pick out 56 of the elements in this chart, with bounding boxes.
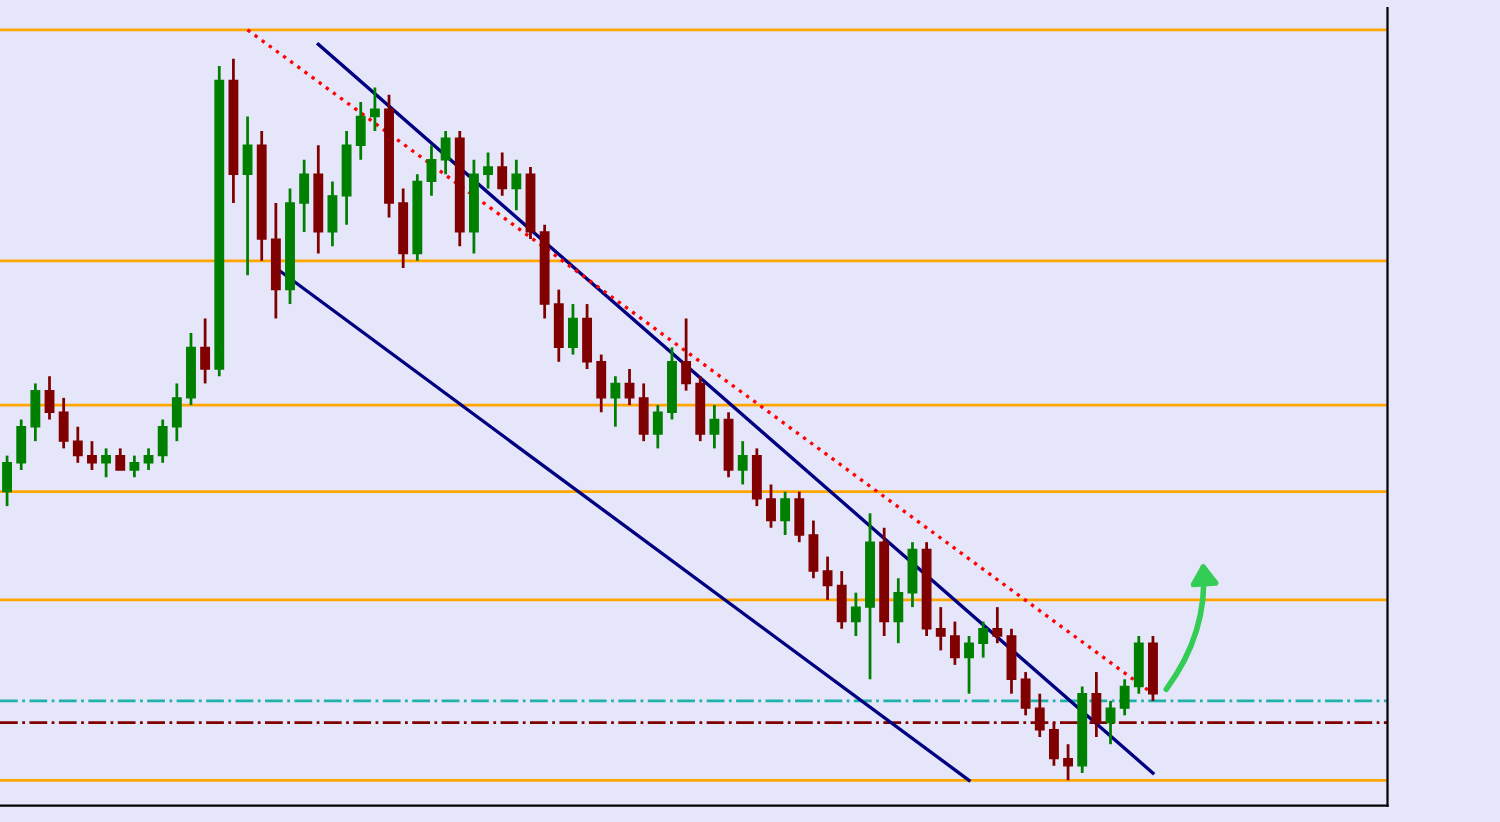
candlestick <box>200 317 211 385</box>
candlestick <box>129 454 140 479</box>
candlestick <box>624 367 635 407</box>
candlestick <box>652 403 663 450</box>
candlestick <box>157 418 168 465</box>
candlestick <box>355 100 366 162</box>
candlestick <box>766 483 776 530</box>
candlestick <box>836 569 847 631</box>
candlestick <box>143 446 154 472</box>
candlestick <box>737 439 748 486</box>
candlestick <box>1020 670 1031 717</box>
candlestick <box>794 490 805 544</box>
candlestick <box>497 151 508 198</box>
candlestick <box>907 540 918 609</box>
candlestick <box>483 151 493 190</box>
candlestick <box>808 519 819 580</box>
candlestick <box>16 418 27 472</box>
candlestick <box>426 143 437 198</box>
candlestick <box>30 382 41 443</box>
candlestick <box>850 591 861 638</box>
candlestick <box>44 374 55 421</box>
candlestick <box>582 302 593 371</box>
candlestick <box>567 302 578 356</box>
candlestick <box>1133 634 1144 696</box>
candlestick <box>299 158 310 234</box>
candlestick <box>822 555 833 602</box>
candlestick <box>893 576 904 645</box>
candlestick <box>935 605 946 652</box>
candlestick <box>101 446 112 479</box>
candlestick <box>2 454 13 508</box>
candlestick <box>596 353 607 414</box>
candlestick <box>511 158 522 212</box>
candlestick <box>1006 627 1017 696</box>
candlestick <box>1105 699 1116 746</box>
candlestick <box>1119 677 1130 717</box>
candlestick <box>610 374 621 429</box>
candlestick <box>87 439 97 472</box>
candlestick <box>751 446 762 508</box>
candlestick <box>369 86 380 133</box>
candlestick <box>115 446 126 472</box>
candlestick <box>171 382 182 443</box>
candlestick <box>709 403 720 450</box>
candlestick <box>992 605 1003 645</box>
candlestick <box>1063 742 1074 782</box>
candlestick <box>58 396 69 450</box>
candlestick <box>440 129 451 176</box>
candlestick <box>242 115 253 277</box>
candlestick <box>978 620 989 660</box>
candlestick <box>72 425 83 465</box>
candlestick <box>780 490 791 537</box>
candlestick <box>949 620 960 667</box>
candlestick <box>964 634 974 696</box>
candlestick <box>553 288 564 364</box>
candlestick <box>681 317 692 393</box>
candlestick <box>638 382 649 443</box>
candlestick <box>327 180 338 248</box>
